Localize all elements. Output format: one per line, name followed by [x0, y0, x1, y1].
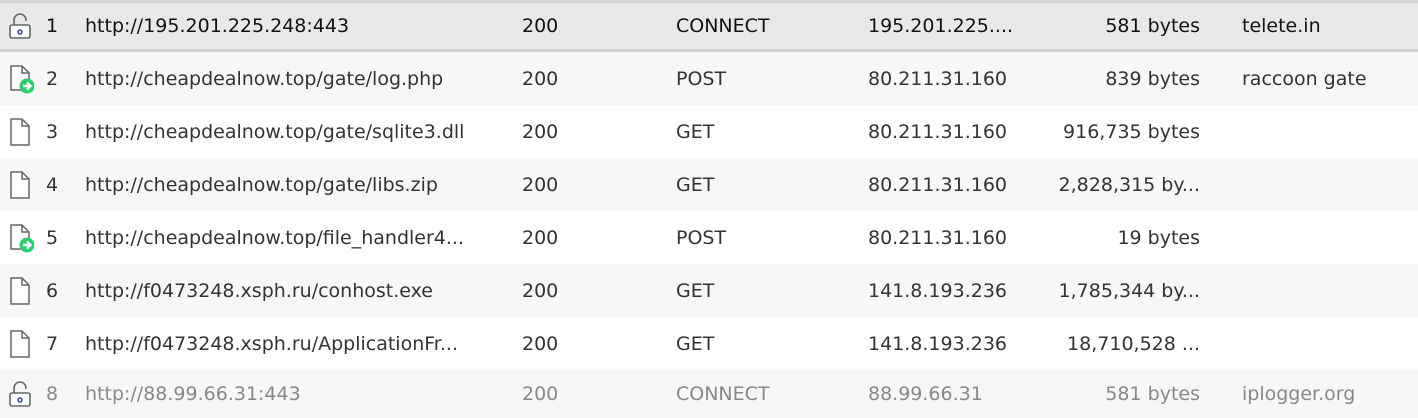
row-number: 6 — [46, 279, 59, 302]
method-cell: POST — [676, 67, 727, 90]
comment-cell: iplogger.org — [1242, 383, 1356, 405]
table-row[interactable]: 1 http://195.201.225.248:443 200 CONNECT 195… — [0, 0, 1418, 52]
row-number: 7 — [46, 332, 59, 355]
lock-open-icon — [6, 379, 34, 409]
url-cell: http://cheapdealnow.top/gate/log.php — [85, 67, 444, 90]
status-cell: 200 — [522, 279, 559, 302]
url-cell: http://f0473248.xsph.ru/conhost.exe — [85, 279, 433, 302]
table-row[interactable]: 6 http://f0473248.xsph.ru/conhost.exe 200 G… — [0, 264, 1418, 317]
size-cell: 839 bytes — [1105, 67, 1200, 90]
document-icon — [6, 276, 34, 306]
size-cell: 581 bytes — [1105, 15, 1200, 37]
ip-cell: 195.201.225.... — [868, 15, 1014, 37]
status-cell: 200 — [522, 383, 559, 405]
size-cell: 19 bytes — [1117, 226, 1200, 249]
comment-cell: telete.in — [1242, 15, 1321, 37]
method-cell: GET — [676, 332, 715, 355]
method-cell: GET — [676, 173, 715, 196]
ip-cell: 80.211.31.160 — [868, 120, 1008, 143]
url-cell: http://cheapdealnow.top/gate/sqlite3.dll — [85, 120, 465, 143]
size-cell: 916,735 bytes — [1063, 120, 1200, 143]
size-cell: 1,785,344 by... — [1058, 279, 1200, 302]
ip-cell: 88.99.66.31 — [868, 383, 983, 405]
table-row[interactable]: 3 http://cheapdealnow.top/gate/sqlite3.dl… — [0, 105, 1418, 158]
document-upload-icon — [6, 223, 35, 253]
comment-cell: raccoon gate — [1242, 67, 1367, 90]
document-upload-icon — [6, 64, 35, 94]
status-cell: 200 — [522, 173, 559, 196]
size-cell: 581 bytes — [1105, 383, 1200, 405]
ip-cell: 141.8.193.236 — [868, 332, 1008, 355]
table-row[interactable]: 7 http://f0473248.xsph.ru/ApplicationFr..… — [0, 317, 1418, 370]
method-cell: GET — [676, 120, 715, 143]
size-cell: 18,710,528 ... — [1067, 332, 1200, 355]
url-cell: http://88.99.66.31:443 — [85, 383, 301, 405]
method-cell: POST — [676, 226, 727, 249]
row-number: 4 — [46, 173, 59, 196]
document-icon — [6, 170, 34, 200]
method-cell: CONNECT — [676, 383, 770, 405]
document-icon — [6, 117, 34, 147]
document-icon — [6, 329, 34, 359]
url-cell: http://cheapdealnow.top/gate/libs.zip — [85, 173, 438, 196]
lock-open-icon — [6, 11, 34, 41]
row-number: 2 — [46, 67, 59, 90]
status-cell: 200 — [522, 15, 559, 37]
ip-cell: 80.211.31.160 — [868, 226, 1008, 249]
url-cell: http://195.201.225.248:443 — [85, 15, 350, 37]
ip-cell: 141.8.193.236 — [868, 279, 1008, 302]
table-row[interactable]: 8 http://88.99.66.31:443 200 CONNECT 88.99.6… — [0, 370, 1418, 418]
table-row[interactable]: 5 http://cheapdealnow.top/file_handler4..… — [0, 211, 1418, 264]
status-cell: 200 — [522, 67, 559, 90]
method-cell: GET — [676, 279, 715, 302]
size-cell: 2,828,315 by... — [1058, 173, 1200, 196]
method-cell: CONNECT — [676, 15, 770, 37]
status-cell: 200 — [522, 332, 559, 355]
row-number: 1 — [46, 15, 59, 37]
ip-cell: 80.211.31.160 — [868, 173, 1008, 196]
row-number: 3 — [46, 120, 59, 143]
ip-cell: 80.211.31.160 — [868, 67, 1008, 90]
table-row[interactable]: 2 http://cheapdealnow.top/gate/log.php 200… — [0, 52, 1418, 105]
url-cell: http://f0473248.xsph.ru/ApplicationFr... — [85, 332, 458, 355]
status-cell: 200 — [522, 120, 559, 143]
row-number: 8 — [46, 383, 59, 405]
table-row[interactable]: 4 http://cheapdealnow.top/gate/libs.zip 20… — [0, 158, 1418, 211]
row-number: 5 — [46, 226, 59, 249]
url-cell: http://cheapdealnow.top/file_handler4... — [85, 226, 465, 249]
status-cell: 200 — [522, 226, 559, 249]
